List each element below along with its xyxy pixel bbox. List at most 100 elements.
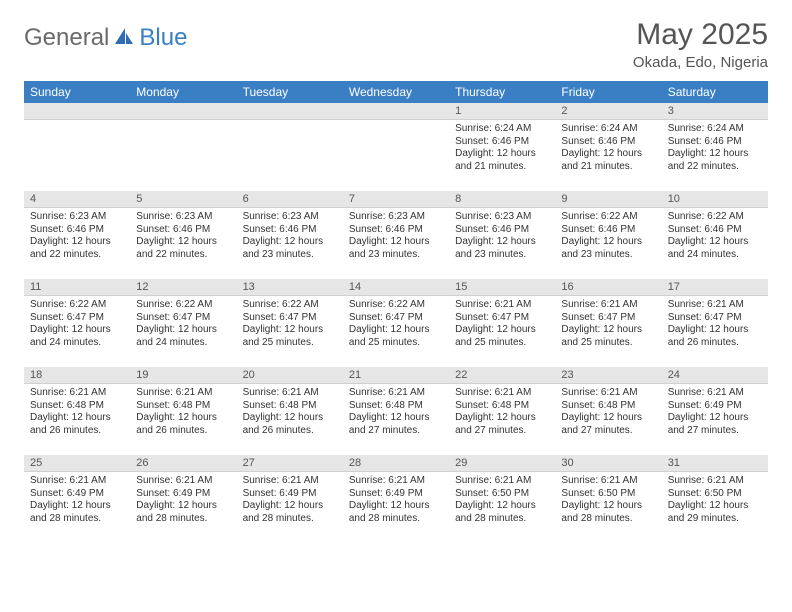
sunset-line: Sunset: 6:49 PM: [243, 488, 337, 501]
sunrise-line: Sunrise: 6:21 AM: [561, 299, 655, 312]
daylight-line: Daylight: 12 hours and 21 minutes.: [455, 148, 549, 173]
day-number: 15: [449, 279, 555, 296]
sunrise-line: Sunrise: 6:22 AM: [243, 299, 337, 312]
day-body: Sunrise: 6:22 AMSunset: 6:47 PMDaylight:…: [237, 296, 343, 351]
daylight-line: Daylight: 12 hours and 25 minutes.: [243, 324, 337, 349]
daylight-line: Daylight: 12 hours and 29 minutes.: [668, 500, 762, 525]
day-number: [343, 103, 449, 120]
day-number: 10: [662, 191, 768, 208]
calendar-day-cell: 13Sunrise: 6:22 AMSunset: 6:47 PMDayligh…: [237, 279, 343, 367]
sunrise-line: Sunrise: 6:21 AM: [455, 299, 549, 312]
title-block: May 2025 Okada, Edo, Nigeria: [633, 18, 768, 71]
day-number: 7: [343, 191, 449, 208]
day-body: Sunrise: 6:23 AMSunset: 6:46 PMDaylight:…: [24, 208, 130, 263]
sunset-line: Sunset: 6:46 PM: [668, 136, 762, 149]
day-number: 24: [662, 367, 768, 384]
sunset-line: Sunset: 6:46 PM: [243, 224, 337, 237]
calendar-day-cell: 3Sunrise: 6:24 AMSunset: 6:46 PMDaylight…: [662, 103, 768, 191]
day-number: 13: [237, 279, 343, 296]
day-body: Sunrise: 6:21 AMSunset: 6:49 PMDaylight:…: [343, 472, 449, 527]
weekday-header: Monday: [130, 81, 236, 103]
day-body: Sunrise: 6:21 AMSunset: 6:48 PMDaylight:…: [130, 384, 236, 439]
day-number: 4: [24, 191, 130, 208]
day-body: Sunrise: 6:21 AMSunset: 6:48 PMDaylight:…: [555, 384, 661, 439]
calendar-day-cell: 28Sunrise: 6:21 AMSunset: 6:49 PMDayligh…: [343, 455, 449, 543]
sunset-line: Sunset: 6:46 PM: [136, 224, 230, 237]
sunrise-line: Sunrise: 6:23 AM: [243, 211, 337, 224]
daylight-line: Daylight: 12 hours and 22 minutes.: [136, 236, 230, 261]
calendar-day-cell: 6Sunrise: 6:23 AMSunset: 6:46 PMDaylight…: [237, 191, 343, 279]
day-number: 18: [24, 367, 130, 384]
sunrise-line: Sunrise: 6:21 AM: [561, 387, 655, 400]
daylight-line: Daylight: 12 hours and 27 minutes.: [455, 412, 549, 437]
day-body: Sunrise: 6:21 AMSunset: 6:50 PMDaylight:…: [662, 472, 768, 527]
weekday-header: Wednesday: [343, 81, 449, 103]
daylight-line: Daylight: 12 hours and 28 minutes.: [136, 500, 230, 525]
sunset-line: Sunset: 6:47 PM: [136, 312, 230, 325]
day-number: [237, 103, 343, 120]
sunset-line: Sunset: 6:48 PM: [30, 400, 124, 413]
sunset-line: Sunset: 6:47 PM: [349, 312, 443, 325]
calendar-week-row: 25Sunrise: 6:21 AMSunset: 6:49 PMDayligh…: [24, 455, 768, 543]
calendar-day-cell: 27 Sunrise: 6:21 AMSunset: 6:49 PMDayligh…: [237, 455, 343, 543]
sunrise-line: Sunrise: 6:24 AM: [455, 123, 549, 136]
sunrise-line: Sunrise: 6:22 AM: [30, 299, 124, 312]
day-body: Sunrise: 6:24 AMSunset: 6:46 PMDaylight:…: [555, 120, 661, 175]
daylight-line: Daylight: 12 hours and 25 minutes.: [561, 324, 655, 349]
weekday-header: Tuesday: [237, 81, 343, 103]
day-body: Sunrise: 6:24 AMSunset: 6:46 PMDaylight:…: [449, 120, 555, 175]
calendar-day-cell: 26Sunrise: 6:21 AMSunset: 6:49 PMDayligh…: [130, 455, 236, 543]
calendar-day-cell: 20Sunrise: 6:21 AMSunset: 6:48 PMDayligh…: [237, 367, 343, 455]
day-number: 8: [449, 191, 555, 208]
day-body: Sunrise: 6:21 AMSunset: 6:50 PMDaylight:…: [555, 472, 661, 527]
day-number: 23: [555, 367, 661, 384]
daylight-line: Daylight: 12 hours and 24 minutes.: [136, 324, 230, 349]
logo-text-blue: Blue: [139, 24, 187, 52]
day-body: Sunrise: 6:22 AMSunset: 6:47 PMDaylight:…: [343, 296, 449, 351]
daylight-line: Daylight: 12 hours and 26 minutes.: [668, 324, 762, 349]
daylight-line: Daylight: 12 hours and 24 minutes.: [30, 324, 124, 349]
sunset-line: Sunset: 6:48 PM: [455, 400, 549, 413]
sunset-line: Sunset: 6:50 PM: [455, 488, 549, 501]
daylight-line: Daylight: 12 hours and 28 minutes.: [30, 500, 124, 525]
day-body: Sunrise: 6:21 AMSunset: 6:49 PMDaylight:…: [24, 472, 130, 527]
day-body: Sunrise: 6:22 AMSunset: 6:47 PMDaylight:…: [24, 296, 130, 351]
calendar-day-cell: 4Sunrise: 6:23 AMSunset: 6:46 PMDaylight…: [24, 191, 130, 279]
weekday-header: Sunday: [24, 81, 130, 103]
daylight-line: Daylight: 12 hours and 22 minutes.: [668, 148, 762, 173]
day-number: 21: [343, 367, 449, 384]
day-number: 22: [449, 367, 555, 384]
sunrise-line: Sunrise: 6:23 AM: [349, 211, 443, 224]
day-body: Sunrise: 6:21 AMSunset: 6:47 PMDaylight:…: [449, 296, 555, 351]
day-body: Sunrise: 6:21 AMSunset: 6:48 PMDaylight:…: [343, 384, 449, 439]
daylight-line: Daylight: 12 hours and 28 minutes.: [243, 500, 337, 525]
location-text: Okada, Edo, Nigeria: [633, 54, 768, 71]
day-number: 3: [662, 103, 768, 120]
calendar-table: Sunday Monday Tuesday Wednesday Thursday…: [24, 81, 768, 543]
calendar-day-cell: 25Sunrise: 6:21 AMSunset: 6:49 PMDayligh…: [24, 455, 130, 543]
day-number: 5: [130, 191, 236, 208]
calendar-day-cell: [24, 103, 130, 191]
sunset-line: Sunset: 6:50 PM: [561, 488, 655, 501]
day-number: 31: [662, 455, 768, 472]
sunrise-line: Sunrise: 6:21 AM: [243, 475, 337, 488]
day-body: Sunrise: 6:23 AMSunset: 6:46 PMDaylight:…: [237, 208, 343, 263]
calendar-day-cell: 15Sunrise: 6:21 AMSunset: 6:47 PMDayligh…: [449, 279, 555, 367]
calendar-day-cell: 9Sunrise: 6:22 AMSunset: 6:46 PMDaylight…: [555, 191, 661, 279]
day-number: 20: [237, 367, 343, 384]
calendar-day-cell: 14Sunrise: 6:22 AMSunset: 6:47 PMDayligh…: [343, 279, 449, 367]
day-body: Sunrise: 6:21 AMSunset: 6:48 PMDaylight:…: [449, 384, 555, 439]
sunrise-line: Sunrise: 6:21 AM: [668, 387, 762, 400]
daylight-line: Daylight: 12 hours and 26 minutes.: [243, 412, 337, 437]
sail-icon: [113, 26, 135, 51]
sunrise-line: Sunrise: 6:21 AM: [561, 475, 655, 488]
day-body: [130, 120, 236, 180]
day-number: [130, 103, 236, 120]
calendar-day-cell: [237, 103, 343, 191]
day-number: 17: [662, 279, 768, 296]
sunset-line: Sunset: 6:48 PM: [349, 400, 443, 413]
daylight-line: Daylight: 12 hours and 21 minutes.: [561, 148, 655, 173]
day-number: 27: [237, 455, 343, 472]
day-number: 1: [449, 103, 555, 120]
logo: General Blue: [24, 24, 187, 52]
